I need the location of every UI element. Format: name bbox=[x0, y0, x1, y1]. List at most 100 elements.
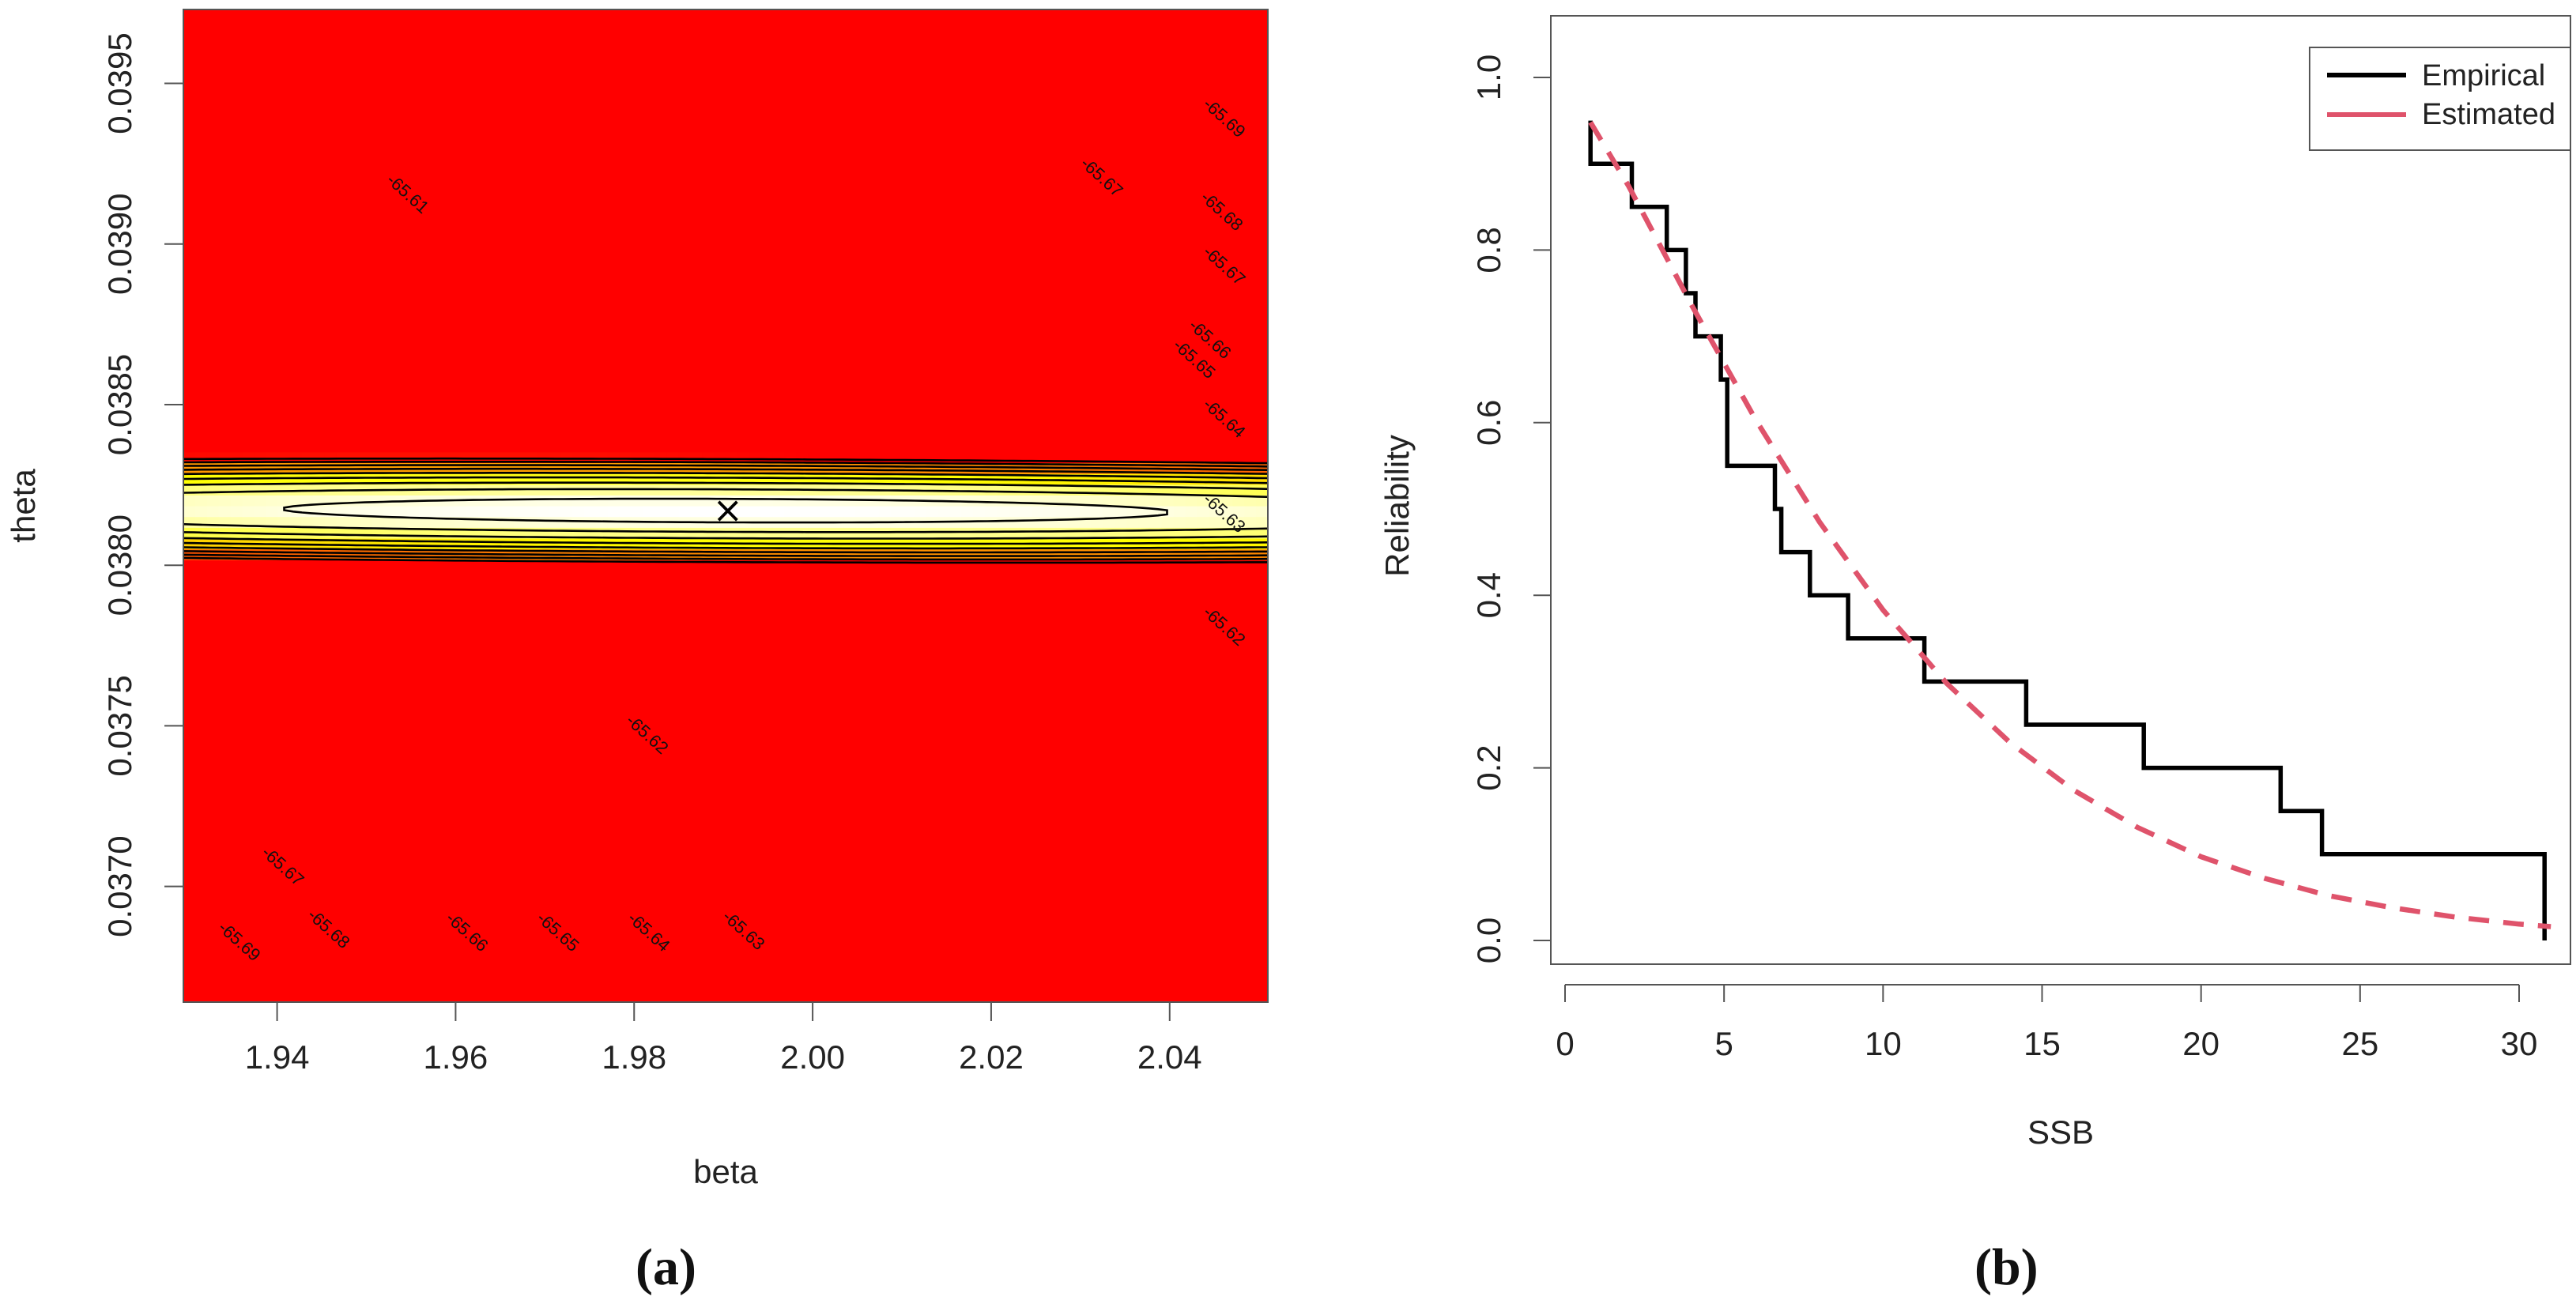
heatmap-cell bbox=[383, 915, 397, 928]
heatmap-cell bbox=[454, 289, 467, 302]
heatmap-cell bbox=[643, 948, 656, 959]
heatmap-cell bbox=[454, 106, 467, 119]
heatmap-cell bbox=[796, 872, 809, 884]
heatmap-cell bbox=[772, 279, 786, 291]
heatmap-cell bbox=[383, 365, 397, 377]
heatmap-cell bbox=[230, 214, 243, 226]
heatmap-cell bbox=[277, 754, 290, 766]
heatmap-cell bbox=[348, 646, 361, 658]
heatmap-cell bbox=[714, 635, 726, 647]
heatmap-cell bbox=[678, 236, 691, 247]
heatmap-cell bbox=[643, 214, 656, 226]
heatmap-cell bbox=[560, 419, 573, 432]
heatmap-cell bbox=[595, 344, 609, 356]
heatmap-cell bbox=[324, 602, 338, 615]
heatmap-cell bbox=[431, 344, 443, 356]
heatmap-cell bbox=[643, 247, 656, 258]
heatmap-cell bbox=[619, 149, 632, 161]
heatmap-cell bbox=[194, 678, 208, 690]
heatmap-cell bbox=[383, 289, 397, 302]
heatmap-cell bbox=[643, 451, 656, 463]
heatmap-cell bbox=[749, 9, 762, 21]
heatmap-cell bbox=[631, 193, 644, 205]
heatmap-cell bbox=[477, 678, 491, 690]
heatmap-cell bbox=[372, 279, 385, 291]
heatmap-cell bbox=[454, 850, 467, 863]
heatmap-cell bbox=[360, 451, 373, 463]
heatmap-cell bbox=[360, 279, 373, 291]
heatmap-cell bbox=[218, 667, 232, 680]
heatmap-cell bbox=[760, 225, 774, 237]
heatmap-cell bbox=[206, 193, 220, 205]
heatmap-cell bbox=[760, 602, 774, 615]
heatmap-cell bbox=[513, 872, 526, 884]
heatmap-cell bbox=[619, 970, 632, 982]
heatmap-cell bbox=[525, 354, 537, 367]
heatmap-cell bbox=[714, 850, 726, 863]
heatmap-cell bbox=[643, 732, 656, 744]
heatmap-cell bbox=[301, 63, 314, 75]
heatmap-cell bbox=[466, 300, 479, 312]
heatmap-cell bbox=[560, 149, 573, 161]
heatmap-cell bbox=[277, 398, 290, 409]
heatmap-cell bbox=[348, 624, 361, 636]
heatmap-cell bbox=[383, 861, 397, 873]
heatmap-cell bbox=[820, 710, 832, 722]
heatmap-cell bbox=[218, 818, 232, 831]
heatmap-cell bbox=[301, 937, 314, 949]
heatmap-cell bbox=[702, 117, 715, 129]
heatmap-cell bbox=[572, 96, 585, 107]
heatmap-cell bbox=[466, 333, 479, 345]
heatmap-cell bbox=[242, 386, 255, 399]
heatmap-cell bbox=[654, 96, 668, 107]
heatmap-cell bbox=[443, 279, 455, 291]
heatmap-cell bbox=[631, 722, 644, 733]
heatmap-cell bbox=[242, 506, 255, 518]
heatmap-cell bbox=[419, 117, 432, 129]
heatmap-cell bbox=[254, 214, 266, 226]
heatmap-cell bbox=[277, 386, 290, 399]
heatmap-cell bbox=[643, 786, 656, 798]
heatmap-cell bbox=[443, 386, 455, 399]
heatmap-cell bbox=[477, 117, 491, 129]
heatmap-cell bbox=[336, 376, 349, 388]
heatmap-cell bbox=[584, 657, 597, 669]
heatmap-cell bbox=[489, 96, 503, 107]
heatmap-cell bbox=[737, 193, 750, 205]
heatmap-cell bbox=[678, 247, 691, 258]
heatmap-cell bbox=[513, 829, 526, 841]
heatmap-cell bbox=[431, 214, 443, 226]
heatmap-cell bbox=[466, 225, 479, 237]
heatmap-cell bbox=[749, 850, 762, 863]
heatmap-cell bbox=[537, 365, 549, 377]
heatmap-cell bbox=[584, 980, 597, 992]
heatmap-cell bbox=[796, 495, 809, 507]
heatmap-cell bbox=[477, 732, 491, 744]
heatmap-cell bbox=[619, 948, 632, 959]
heatmap-cell bbox=[525, 840, 537, 852]
heatmap-cell bbox=[584, 710, 597, 722]
heatmap-cell bbox=[206, 289, 220, 302]
heatmap-cell bbox=[643, 41, 656, 54]
heatmap-cell bbox=[796, 214, 809, 226]
heatmap-cell bbox=[313, 182, 326, 194]
heatmap-cell bbox=[383, 959, 397, 970]
heatmap-cell bbox=[454, 203, 467, 215]
heatmap-cell bbox=[772, 247, 786, 258]
heatmap-cell bbox=[702, 300, 715, 312]
heatmap-cell bbox=[654, 376, 668, 388]
heatmap-cell bbox=[666, 840, 679, 852]
heatmap-cell bbox=[348, 236, 361, 247]
heatmap-cell bbox=[489, 905, 503, 917]
heatmap-cell bbox=[784, 344, 798, 356]
heatmap-cell bbox=[501, 193, 515, 205]
heatmap-cell bbox=[206, 959, 220, 970]
heatmap-cell bbox=[501, 85, 515, 96]
heatmap-cell bbox=[666, 808, 679, 820]
heatmap-cell bbox=[360, 495, 373, 507]
heatmap-cell bbox=[348, 258, 361, 269]
heatmap-cell bbox=[678, 657, 691, 669]
heatmap-cell bbox=[796, 915, 809, 928]
heatmap-cell bbox=[313, 128, 326, 140]
heatmap-cell bbox=[760, 20, 774, 32]
